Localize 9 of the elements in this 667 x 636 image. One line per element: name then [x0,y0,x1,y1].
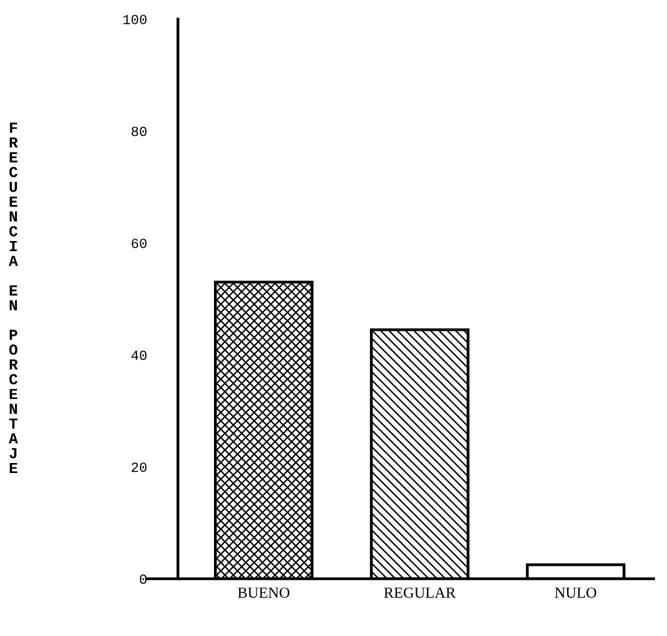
x-tick-label: NULO [554,588,596,598]
y-tick-label: 100 [123,14,147,24]
x-tick-label: BUENO [238,588,290,598]
y-tick-label: 20 [132,462,147,472]
y-tick-label: 80 [132,126,147,136]
y-tick-label: 40 [131,350,147,360]
x-tick-label: REGULAR [384,588,456,598]
y-tick-label: 60 [132,238,147,248]
text: FRECUENCIA EN PORCENTAJE [8,122,18,474]
